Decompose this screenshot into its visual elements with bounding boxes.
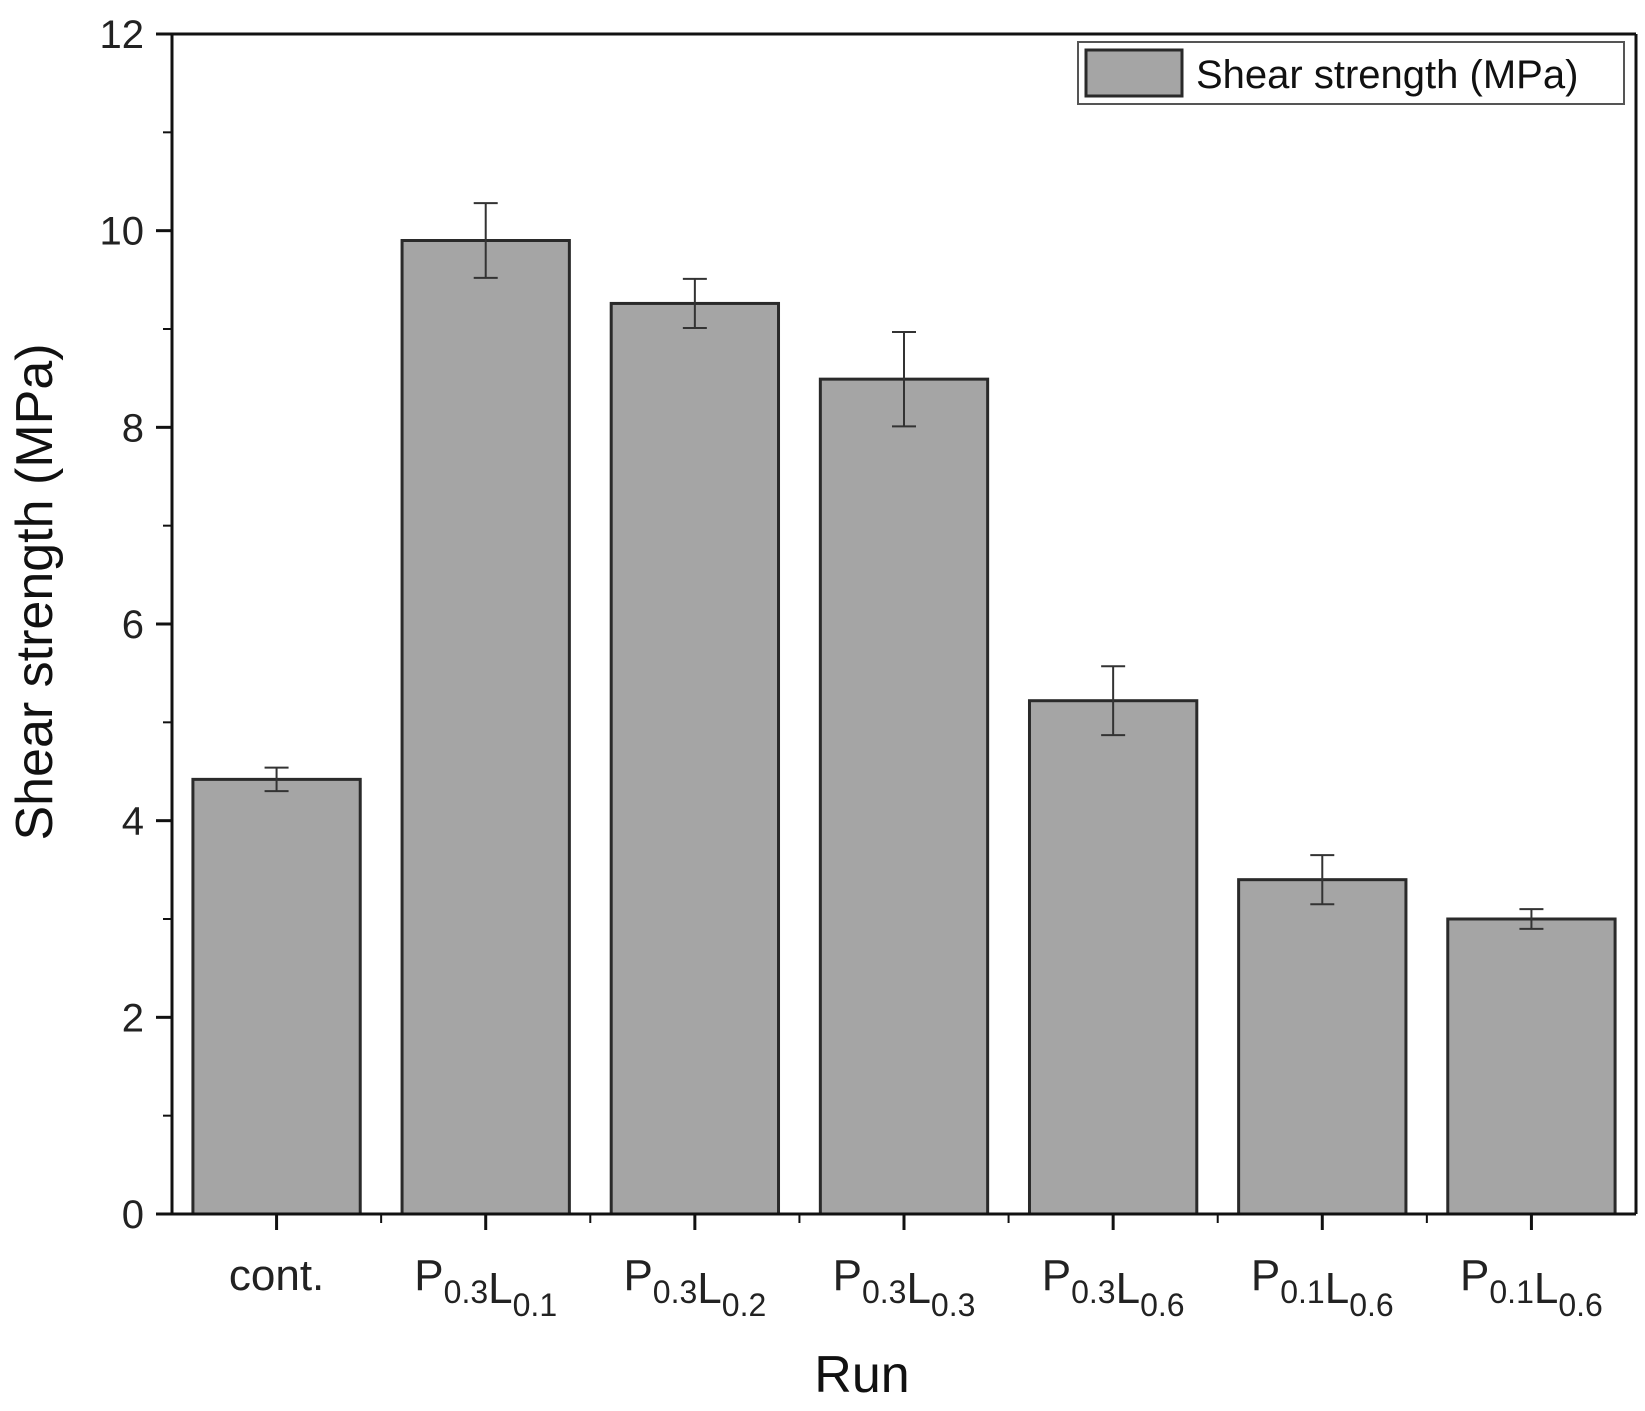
bar-7 xyxy=(1446,917,1617,1216)
y-tick-label-0: 0 xyxy=(122,1193,144,1237)
x-tick-labels: cont. P0.3L0.1P0.3L0.2P0.3L0.3P0.3L0.6P0.… xyxy=(229,1251,1603,1323)
bar-1 xyxy=(191,777,362,1216)
label-subscript: 0.6 xyxy=(1349,1287,1393,1323)
label-subscript: 0.1 xyxy=(513,1287,557,1323)
label-letter: L xyxy=(1325,1264,1349,1313)
label-letter: P xyxy=(833,1251,862,1300)
x-category-label-7: P0.1L0.6 xyxy=(1460,1251,1603,1323)
bar-4 xyxy=(818,377,990,1216)
label-letter: P xyxy=(1251,1251,1280,1300)
y-tick-label-4: 8 xyxy=(122,406,144,450)
bar-2 xyxy=(400,239,571,1216)
label-letter: P xyxy=(623,1251,652,1300)
label-subscript: 0.3 xyxy=(653,1274,697,1310)
legend: Shear strength (MPa) xyxy=(1077,41,1625,105)
x-category-label-4: P0.3L0.3 xyxy=(833,1251,976,1323)
label-letter: L xyxy=(906,1264,930,1313)
label-letter: P xyxy=(1460,1251,1489,1300)
label-letter: L xyxy=(1534,1264,1558,1313)
x-category-label-5: P0.3L0.6 xyxy=(1042,1251,1185,1323)
label-subscript: 0.1 xyxy=(1489,1274,1533,1310)
x-category-label-1: cont. xyxy=(229,1251,324,1300)
y-tick-label-5: 10 xyxy=(100,210,145,254)
y-tick-labels: 0 2 4 6 8 10 12 xyxy=(100,13,145,1237)
axes-group xyxy=(156,32,1638,1230)
bar-3 xyxy=(609,301,781,1216)
x-axis-title: Run xyxy=(814,1346,909,1404)
x-category-label-2: P0.3L0.1 xyxy=(414,1251,557,1323)
label-subscript: 0.6 xyxy=(1558,1287,1602,1323)
label-subscript: 0.2 xyxy=(722,1287,766,1323)
y-tick-label-1: 2 xyxy=(122,996,144,1040)
y-tick-label-6: 12 xyxy=(100,13,145,57)
error-bars-group xyxy=(264,202,1544,930)
legend-label: Shear strength (MPa) xyxy=(1196,53,1578,97)
label-letter: P xyxy=(1042,1251,1071,1300)
label-subscript: 0.6 xyxy=(1140,1287,1184,1323)
bar-6 xyxy=(1237,878,1408,1216)
label-letter: P xyxy=(414,1251,443,1300)
x-category-label-3: P0.3L0.2 xyxy=(623,1251,766,1323)
legend-swatch xyxy=(1084,48,1184,98)
label-subscript: 0.3 xyxy=(862,1274,906,1310)
y-axis-title: Shear strength (MPa) xyxy=(6,343,64,840)
y-tick-label-3: 6 xyxy=(122,603,144,647)
label-subscript: 0.3 xyxy=(931,1287,975,1323)
x-category-label-6: P0.1L0.6 xyxy=(1251,1251,1394,1323)
y-tick-label-2: 4 xyxy=(122,800,144,844)
label-subscript: 0.3 xyxy=(444,1274,488,1310)
label-subscript: 0.1 xyxy=(1280,1274,1324,1310)
label-subscript: 0.3 xyxy=(1071,1274,1115,1310)
bar-5 xyxy=(1027,699,1199,1216)
label-letter: L xyxy=(488,1264,512,1313)
label-letter: L xyxy=(697,1264,721,1313)
label-letter: L xyxy=(1116,1264,1140,1313)
